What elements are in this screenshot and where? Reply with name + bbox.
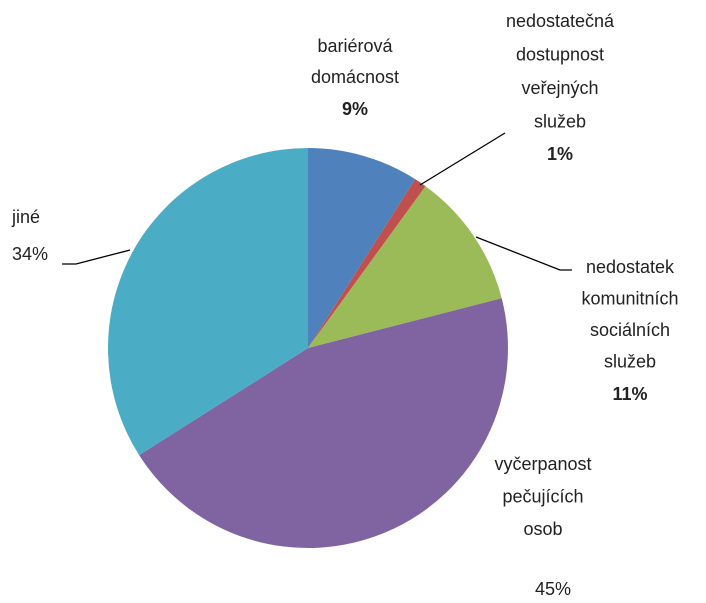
- leader-line: [62, 249, 131, 265]
- slice-label: služeb: [534, 111, 586, 131]
- slice-label: bariérová: [317, 36, 393, 56]
- slice-label: dostupnost: [516, 44, 604, 64]
- pie-slice: [308, 186, 502, 348]
- slice-label: pečujících: [502, 486, 583, 506]
- slice-label: osob: [523, 519, 562, 539]
- slice-label: komunitních: [581, 288, 678, 308]
- pie-slice: [308, 148, 416, 348]
- slice-label: služeb: [604, 351, 656, 371]
- slice-label: nedostatek: [586, 257, 675, 277]
- pie-slice: [139, 298, 509, 548]
- value-label: 1%: [547, 144, 573, 164]
- value-label: 9%: [342, 99, 368, 119]
- value-label: 34%: [12, 244, 48, 264]
- slice-label: domácnost: [311, 67, 399, 87]
- value-label: 11%: [612, 384, 647, 404]
- slice-label: veřejných: [521, 78, 598, 98]
- slice-label: vyčerpanost: [494, 454, 591, 474]
- slice-label: jiné: [11, 207, 40, 227]
- value-label: 45%: [535, 579, 571, 599]
- slice-label: nedostatečná: [506, 11, 615, 31]
- pie-slice: [108, 148, 308, 456]
- slice-label: sociálních: [590, 320, 670, 340]
- leader-line: [419, 132, 506, 186]
- pie-slice: [308, 179, 426, 348]
- leader-line: [475, 236, 572, 271]
